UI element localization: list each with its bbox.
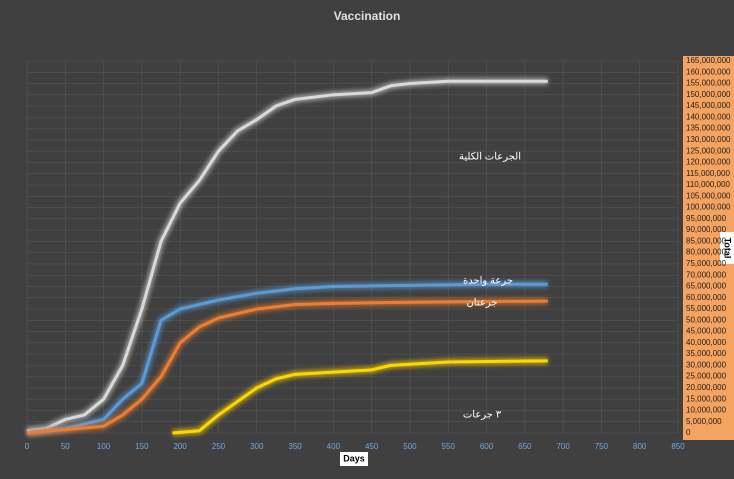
y-tick-label: 70,000,000	[686, 270, 727, 279]
y-tick-label: 5,000,000	[686, 417, 722, 426]
y-tick-label: 25,000,000	[686, 372, 727, 381]
y-tick-label: 150,000,000	[686, 90, 731, 99]
x-tick-label: 150	[135, 442, 149, 451]
y-tick-label: 165,000,000	[686, 56, 731, 65]
series-label: جرعتان	[466, 298, 497, 309]
y-tick-label: 15,000,000	[686, 394, 727, 403]
y-tick-label: 100,000,000	[686, 203, 731, 212]
x-tick-label: 850	[671, 442, 685, 451]
y-tick-label: 120,000,000	[686, 158, 731, 167]
y-tick-label: 155,000,000	[686, 79, 731, 88]
y-axis-label: Total	[723, 238, 733, 259]
series-line	[26, 299, 548, 435]
x-tick-label: 450	[365, 442, 379, 451]
x-tick-label: 100	[97, 442, 111, 451]
y-tick-label: 50,000,000	[686, 315, 727, 324]
x-tick-label: 0	[25, 442, 30, 451]
y-tick-label: 125,000,000	[686, 146, 731, 155]
y-tick-label: 0	[686, 428, 691, 437]
y-tick-label: 40,000,000	[686, 338, 727, 347]
y-tick-label: 10,000,000	[686, 406, 727, 415]
x-tick-label: 500	[403, 442, 417, 451]
y-tick-label: 95,000,000	[686, 214, 727, 223]
x-tick-label: 400	[327, 442, 341, 451]
x-tick-label: 650	[518, 442, 532, 451]
y-tick-label: 20,000,000	[686, 383, 727, 392]
y-tick-label: 85,000,000	[686, 236, 727, 245]
x-tick-label: 800	[633, 442, 647, 451]
y-tick-label: 45,000,000	[686, 327, 727, 336]
y-tick-label: 110,000,000	[686, 180, 730, 189]
series-line	[26, 282, 548, 435]
y-tick-label: 90,000,000	[686, 225, 727, 234]
y-tick-label: 60,000,000	[686, 293, 727, 302]
y-tick-label: 135,000,000	[686, 124, 731, 133]
x-axis-label: Days	[343, 453, 365, 463]
x-tick-label: 700	[556, 442, 570, 451]
y-tick-label: 105,000,000	[686, 191, 731, 200]
y-tick-label: 35,000,000	[686, 349, 727, 358]
y-tick-label: 65,000,000	[686, 282, 727, 291]
x-tick-label: 200	[173, 442, 187, 451]
y-tick-label: 140,000,000	[686, 112, 731, 121]
series-line	[172, 359, 548, 435]
series-line	[26, 79, 548, 433]
y-tick-label: 30,000,000	[686, 360, 727, 369]
y-tick-label: 55,000,000	[686, 304, 727, 313]
x-tick-label: 50	[61, 442, 70, 451]
series-label: الجرعات الكلية	[459, 152, 521, 163]
x-tick-label: 250	[212, 442, 226, 451]
x-tick-label: 300	[250, 442, 264, 451]
x-tick-label: 750	[595, 442, 609, 451]
x-label-box	[340, 452, 368, 466]
x-tick-label: 550	[442, 442, 456, 451]
y-tick-label: 75,000,000	[686, 259, 727, 268]
series-label: ٣ جرعات	[463, 410, 502, 421]
y-tick-label: 145,000,000	[686, 101, 731, 110]
y-tick-label: 160,000,000	[686, 67, 731, 76]
x-tick-label: 350	[288, 442, 302, 451]
y-label-box	[720, 232, 734, 264]
series-label: جرعة واحدة	[463, 276, 513, 287]
y-tick-label: 130,000,000	[686, 135, 731, 144]
y-tick-label: 115,000,000	[686, 169, 730, 178]
y-tick-label: 80,000,000	[686, 248, 727, 257]
chart-title: Vaccination	[334, 9, 401, 23]
x-tick-label: 600	[480, 442, 494, 451]
